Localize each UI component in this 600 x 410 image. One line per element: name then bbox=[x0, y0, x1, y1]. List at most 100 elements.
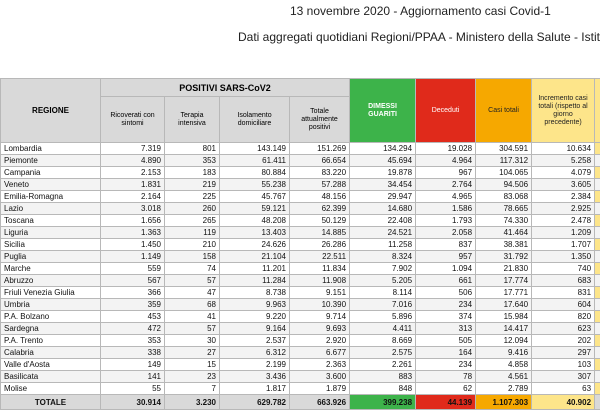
cell: 831 bbox=[532, 287, 595, 299]
cell: 151.269 bbox=[290, 143, 350, 155]
cell: 143.149 bbox=[220, 143, 290, 155]
region-name: Liguria bbox=[1, 227, 101, 239]
cell: 567 bbox=[101, 275, 165, 287]
cut-cell bbox=[595, 347, 600, 359]
region-name: Marche bbox=[1, 263, 101, 275]
region-name: Piemonte bbox=[1, 155, 101, 167]
cell: 4.964 bbox=[416, 155, 476, 167]
cell: 1.350 bbox=[532, 251, 595, 263]
region-name: Lombardia bbox=[1, 143, 101, 155]
cell: 17.640 bbox=[476, 299, 532, 311]
cell: 2.575 bbox=[350, 347, 416, 359]
cut-cell bbox=[595, 179, 600, 191]
cell: 183 bbox=[165, 167, 220, 179]
cell: 848 bbox=[350, 383, 416, 395]
cell: 47 bbox=[165, 287, 220, 299]
cell: 41.464 bbox=[476, 227, 532, 239]
cell: 3.018 bbox=[101, 203, 165, 215]
cell: 1.707 bbox=[532, 239, 595, 251]
total-cell: 30.914 bbox=[101, 395, 165, 410]
cell: 7.016 bbox=[350, 299, 416, 311]
cell: 2.261 bbox=[350, 359, 416, 371]
cell: 338 bbox=[101, 347, 165, 359]
cut-cell bbox=[595, 155, 600, 167]
cell: 9.714 bbox=[290, 311, 350, 323]
cell: 297 bbox=[532, 347, 595, 359]
cell: 225 bbox=[165, 191, 220, 203]
cell: 19.028 bbox=[416, 143, 476, 155]
cell: 164 bbox=[416, 347, 476, 359]
cut-cell bbox=[595, 323, 600, 335]
cell: 45.694 bbox=[350, 155, 416, 167]
cell: 48.156 bbox=[290, 191, 350, 203]
cell: 366 bbox=[101, 287, 165, 299]
column-header: DIMESSI GUARITI bbox=[350, 79, 416, 143]
cell: 3.605 bbox=[532, 179, 595, 191]
cell: 234 bbox=[416, 299, 476, 311]
cell: 2.058 bbox=[416, 227, 476, 239]
cell: 30 bbox=[165, 335, 220, 347]
cut-cell bbox=[595, 371, 600, 383]
cell: 9.151 bbox=[290, 287, 350, 299]
cell: 1.793 bbox=[416, 215, 476, 227]
cell: 353 bbox=[101, 335, 165, 347]
cell: 21.830 bbox=[476, 263, 532, 275]
cell: 3.600 bbox=[290, 371, 350, 383]
cut-cell bbox=[595, 311, 600, 323]
cell: 78.665 bbox=[476, 203, 532, 215]
cell: 1.817 bbox=[220, 383, 290, 395]
cut-cell bbox=[595, 191, 600, 203]
total-label: TOTALE bbox=[1, 395, 101, 410]
cell: 453 bbox=[101, 311, 165, 323]
cell: 8.114 bbox=[350, 287, 416, 299]
cut-cell bbox=[595, 215, 600, 227]
cell: 5.896 bbox=[350, 311, 416, 323]
cell: 27 bbox=[165, 347, 220, 359]
cell: 1.363 bbox=[101, 227, 165, 239]
cell: 4.890 bbox=[101, 155, 165, 167]
cell: 68 bbox=[165, 299, 220, 311]
cell: 74 bbox=[165, 263, 220, 275]
region-name: Toscana bbox=[1, 215, 101, 227]
cell: 967 bbox=[416, 167, 476, 179]
total-cell: 663.926 bbox=[290, 395, 350, 410]
cell: 12.094 bbox=[476, 335, 532, 347]
subtitle: Dati aggregati quotidiani Regioni/PPAA -… bbox=[238, 30, 600, 44]
cell: 5.205 bbox=[350, 275, 416, 287]
cell: 6.677 bbox=[290, 347, 350, 359]
cell: 2.384 bbox=[532, 191, 595, 203]
cell: 210 bbox=[165, 239, 220, 251]
column-header: Terapia intensiva bbox=[165, 97, 220, 143]
cell: 57.288 bbox=[290, 179, 350, 191]
cell: 4.858 bbox=[476, 359, 532, 371]
cell: 119 bbox=[165, 227, 220, 239]
cell: 1.149 bbox=[101, 251, 165, 263]
cell: 11.258 bbox=[350, 239, 416, 251]
cell: 48.208 bbox=[220, 215, 290, 227]
cell: 883 bbox=[350, 371, 416, 383]
cell: 15.984 bbox=[476, 311, 532, 323]
cell: 1.656 bbox=[101, 215, 165, 227]
cell: 149 bbox=[101, 359, 165, 371]
total-cell: 629.782 bbox=[220, 395, 290, 410]
cell: 740 bbox=[532, 263, 595, 275]
cell: 265 bbox=[165, 215, 220, 227]
cell: 94.506 bbox=[476, 179, 532, 191]
cell: 22.408 bbox=[350, 215, 416, 227]
cell: 83.220 bbox=[290, 167, 350, 179]
cell: 7 bbox=[165, 383, 220, 395]
cell: 11.908 bbox=[290, 275, 350, 287]
cell: 6.312 bbox=[220, 347, 290, 359]
